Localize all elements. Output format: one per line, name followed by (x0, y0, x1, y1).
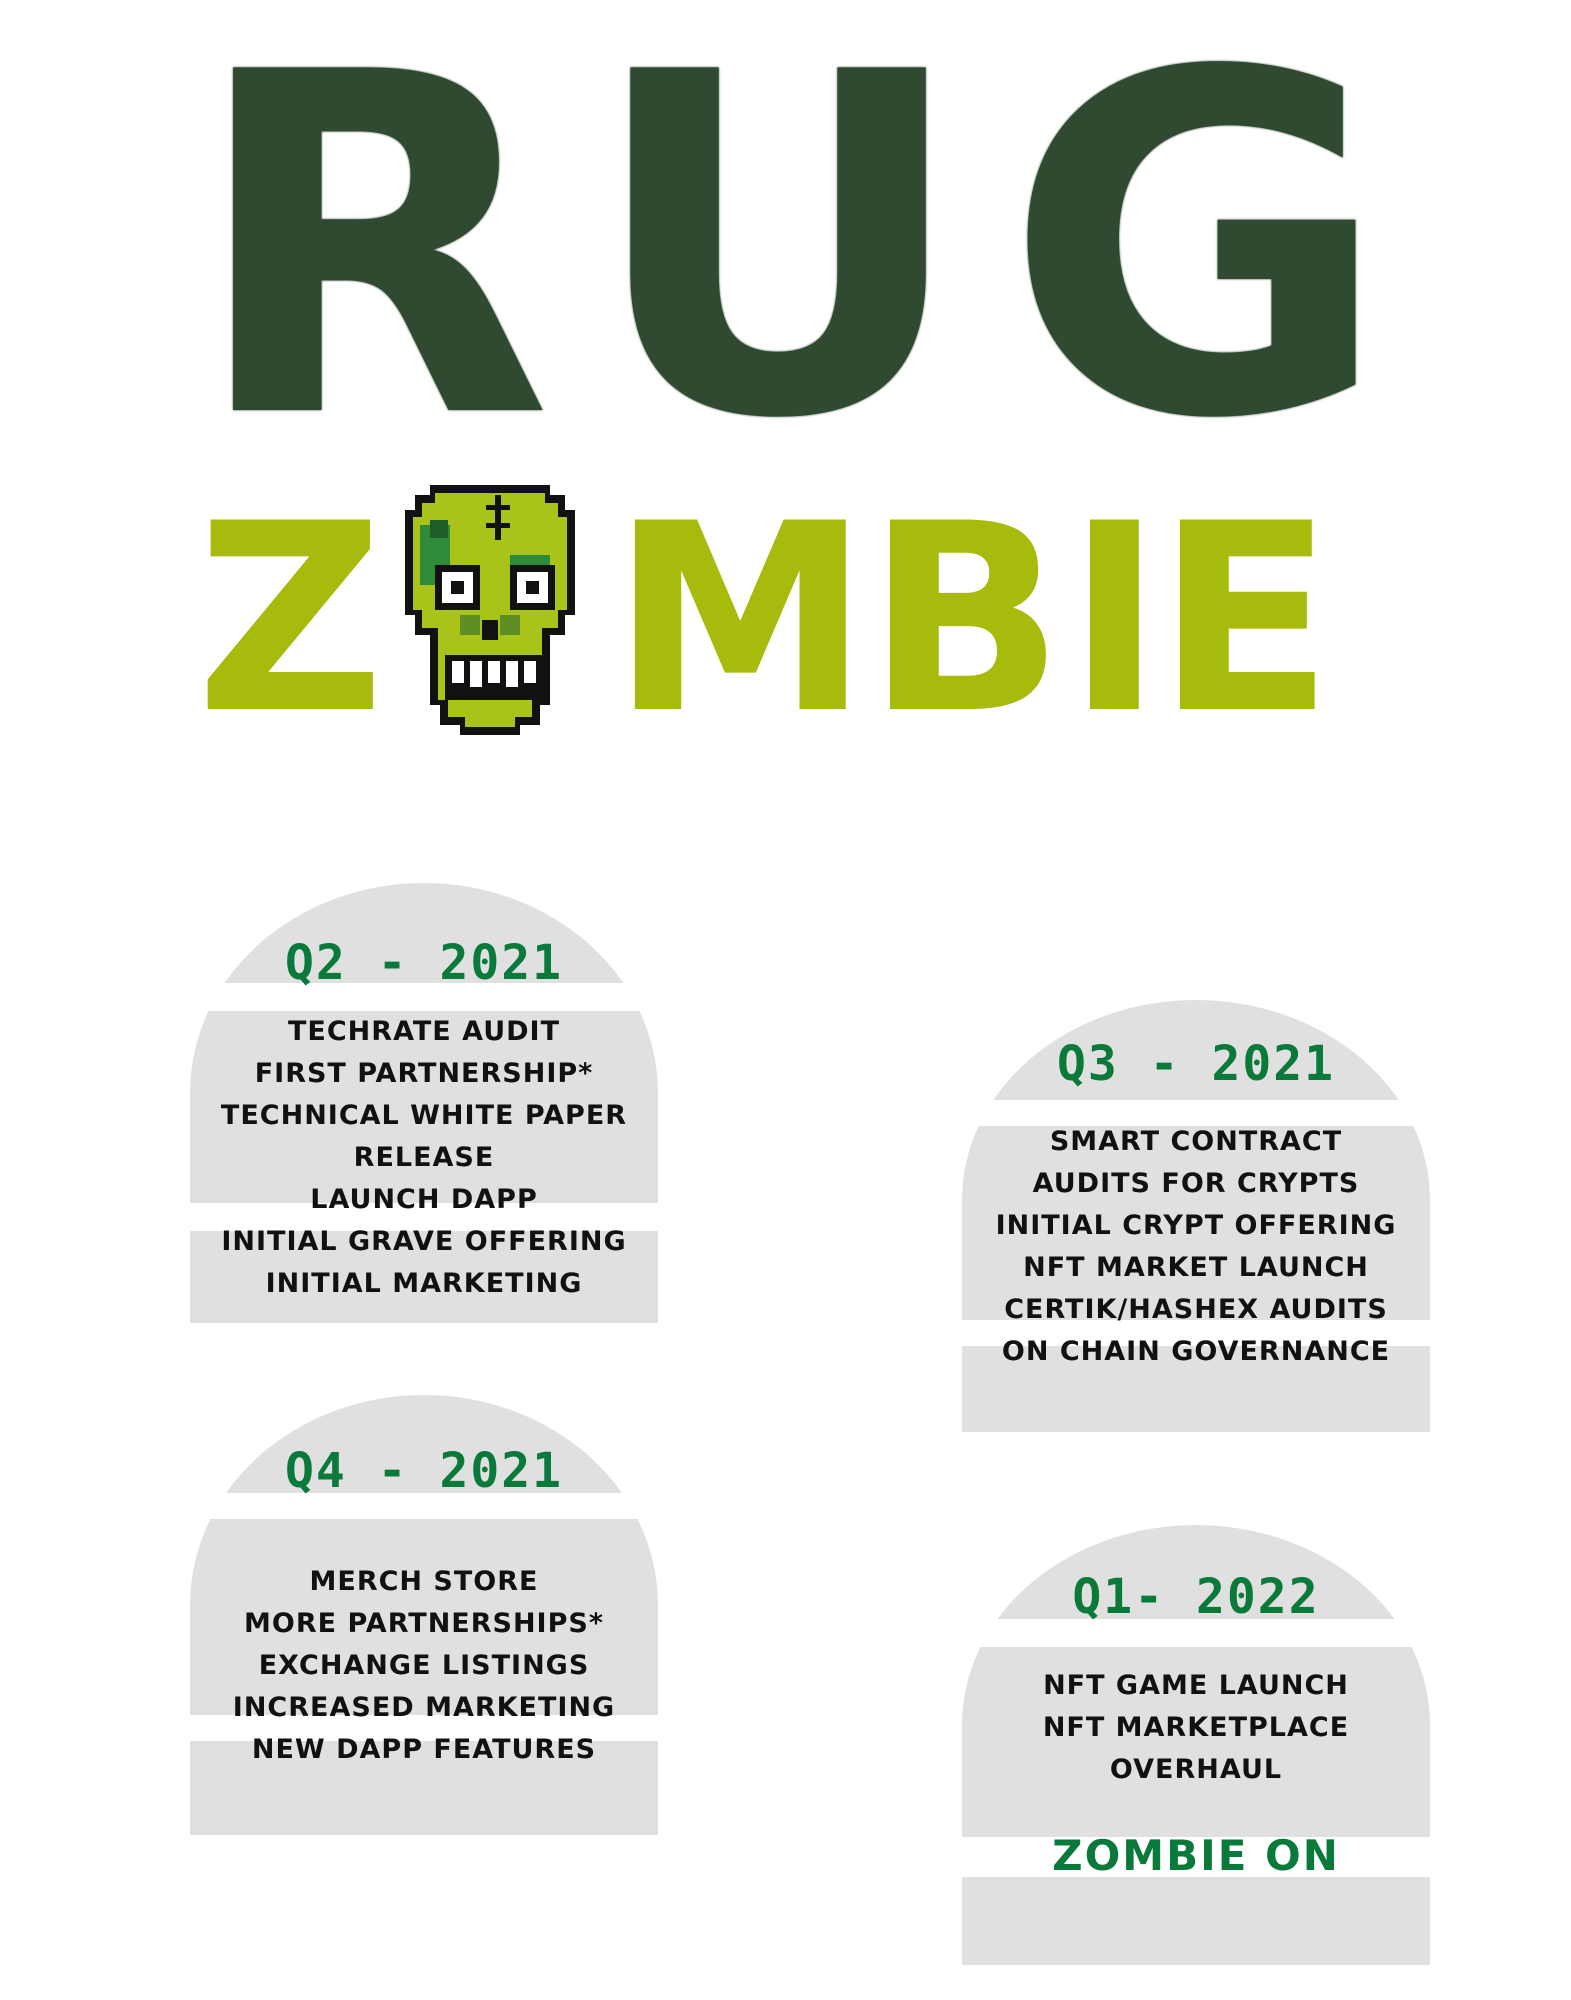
stone-item: NFT MARKET LAUNCH (1023, 1252, 1369, 1283)
stone-items: NFT GAME LAUNCH NFT MARKETPLACE OVERHAUL (962, 1665, 1430, 1791)
roadmap-stone-q1-2022: Q1- 2022 NFT GAME LAUNCH NFT MARKETPLACE… (962, 1525, 1430, 1965)
stone-title: Q3 - 2021 (1056, 1036, 1336, 1092)
stone-item: TECHNICAL WHITE PAPER (220, 1100, 628, 1131)
stone-item: EXCHANGE LISTINGS (258, 1650, 590, 1681)
stone-items: MERCH STORE MORE PARTNERSHIPS* EXCHANGE … (190, 1561, 658, 1771)
stone-title: Q1- 2022 (1072, 1569, 1320, 1625)
tombstone-icon (962, 1525, 1430, 1965)
stone-title: Q2 - 2021 (284, 935, 564, 991)
stone-item: LAUNCH DAPP (310, 1184, 538, 1215)
logo-zombie-text: Z M B I E (196, 490, 1396, 750)
stone-title: Q4 - 2021 (284, 1443, 564, 1499)
logo-letter-g: G (1004, 0, 1390, 521)
logo-letter-b: B (866, 469, 1065, 771)
logo-letter-r: R (190, 0, 552, 521)
tombstone-icon (190, 883, 658, 1323)
logo-letter-z: Z (196, 469, 385, 771)
stone-item: SMART CONTRACT (1049, 1126, 1343, 1157)
logo-letter-m: M (611, 469, 870, 771)
logo-letter-u: U (587, 0, 969, 521)
zombie-on-tagline: ZOMBIE ON (1052, 1831, 1340, 1880)
stone-item: INITIAL CRYPT OFFERING (995, 1210, 1397, 1241)
stone-item: INITIAL GRAVE OFFERING (221, 1226, 627, 1257)
stone-item: RELEASE (353, 1142, 495, 1173)
roadmap-stone-q2-2021: Q2 - 2021 TECHRATE AUDIT FIRST PARTNERSH… (190, 883, 658, 1323)
stone-item: OVERHAUL (1109, 1754, 1283, 1785)
logo-rug-text: R U G (190, 13, 1390, 483)
stone-item: NFT MARKETPLACE (1042, 1712, 1350, 1743)
stone-item: ON CHAIN GOVERNANCE (1001, 1336, 1391, 1367)
tombstone-icon (190, 1395, 658, 1835)
stone-item: INCREASED MARKETING (232, 1692, 616, 1723)
stone-items: SMART CONTRACT AUDITS FOR CRYPTS INITIAL… (962, 1121, 1430, 1373)
stone-item: FIRST PARTNERSHIP* (254, 1058, 594, 1089)
tombstone-icon (962, 1000, 1430, 1432)
roadmap-stone-q4-2021: Q4 - 2021 MERCH STORE MORE PARTNERSHIPS*… (190, 1395, 658, 1835)
stone-item: NEW DAPP FEATURES (251, 1734, 597, 1765)
stone-item: MORE PARTNERSHIPS* (244, 1608, 604, 1639)
stone-item: CERTIK/HASHEX AUDITS (1004, 1294, 1388, 1325)
stone-item: TECHRATE AUDIT (288, 1016, 560, 1047)
logo-letter-i: I (1066, 469, 1163, 771)
zombie-skull-icon (405, 485, 575, 735)
stone-item: INITIAL MARKETING (265, 1268, 583, 1299)
logo-letter-e: E (1156, 469, 1334, 771)
stone-item: MERCH STORE (309, 1566, 539, 1597)
stone-item: AUDITS FOR CRYPTS (1032, 1168, 1360, 1199)
roadmap-stone-q3-2021: Q3 - 2021 SMART CONTRACT AUDITS FOR CRYP… (962, 1000, 1430, 1432)
stone-item: NFT GAME LAUNCH (1043, 1670, 1349, 1701)
stone-items: TECHRATE AUDIT FIRST PARTNERSHIP* TECHNI… (190, 1011, 658, 1305)
